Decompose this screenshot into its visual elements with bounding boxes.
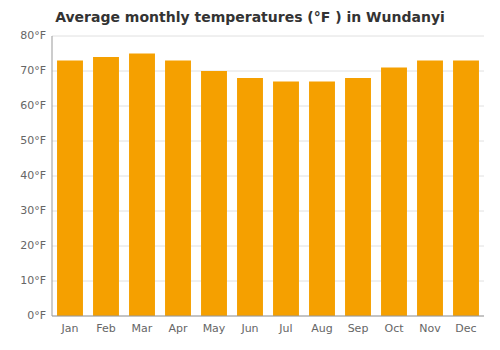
y-tick-label: 60°F xyxy=(20,99,46,112)
chart: 0°F 10°F 20°F 30°F 40°F 50°F 60°F 70°F 80°F Jan Fe… xyxy=(0,0,500,350)
bar xyxy=(237,78,263,316)
bars xyxy=(57,54,479,317)
x-axis: Jan Feb Mar Apr May Jun Jul Aug Sep Oct Nov Dec xyxy=(61,322,477,335)
x-tick-label: Jan xyxy=(61,322,79,335)
bar xyxy=(381,68,407,317)
y-tick-label: 50°F xyxy=(20,134,46,147)
y-tick-label: 10°F xyxy=(20,274,46,287)
y-axis-line xyxy=(52,36,53,316)
y-tick-label: 20°F xyxy=(20,239,46,252)
bar xyxy=(417,61,443,317)
x-tick-label: Jun xyxy=(240,322,258,335)
bar xyxy=(165,61,191,317)
page: {"chart_data": {"type": "bar", "title": … xyxy=(0,0,500,350)
bar xyxy=(345,78,371,316)
bar xyxy=(201,71,227,316)
grid-line xyxy=(52,36,484,37)
title: Average monthly temperatures (°F ) in Wu… xyxy=(55,9,445,25)
bar xyxy=(93,57,119,316)
x-tick-label: Dec xyxy=(455,322,476,335)
x-tick-label: Sep xyxy=(348,322,369,335)
y-tick-label: 70°F xyxy=(20,64,46,77)
chart-container: 0°F 10°F 20°F 30°F 40°F 50°F 60°F 70°F 80°F Jan Fe… xyxy=(0,0,500,350)
x-tick-label: Apr xyxy=(168,322,188,335)
bar xyxy=(129,54,155,317)
x-tick-label: Jul xyxy=(278,322,292,335)
bar xyxy=(309,82,335,317)
x-tick-label: Mar xyxy=(132,322,153,335)
x-axis-line xyxy=(52,316,484,317)
bar xyxy=(273,82,299,317)
bar xyxy=(453,61,479,317)
grid xyxy=(52,36,484,316)
grid-line xyxy=(52,316,484,317)
y-tick-label: 30°F xyxy=(20,204,46,217)
x-tick-label: May xyxy=(203,322,226,335)
x-tick-label: Nov xyxy=(419,322,441,335)
x-tick-label: Aug xyxy=(311,322,332,335)
y-tick-label: 40°F xyxy=(20,169,46,182)
bar xyxy=(57,61,83,317)
x-tick-label: Feb xyxy=(96,322,115,335)
y-tick-label: 80°F xyxy=(20,29,46,42)
y-axis: 0°F 10°F 20°F 30°F 40°F 50°F 60°F 70°F 80°F xyxy=(20,29,46,322)
y-tick-label: 0°F xyxy=(27,309,46,322)
x-tick-label: Oct xyxy=(384,322,404,335)
